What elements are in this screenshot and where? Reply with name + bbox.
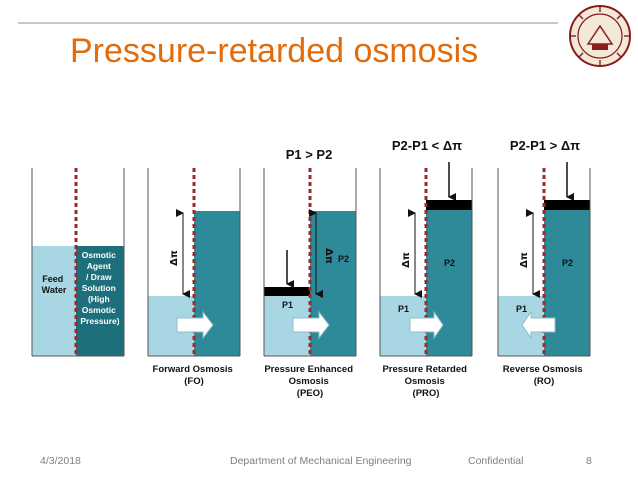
panel-3: P1 > P2 Δπ P1 P2 Pressure Enhanced Osmos… [263,147,357,399]
footer-date: 4/3/2018 [40,455,81,467]
draw-solution-fill [426,210,472,356]
title-rule [18,22,558,24]
university-seal-icon [569,5,631,67]
piston [264,287,310,296]
draw-solution-label: Osmotic Agent / Draw Solution (High Osmo… [80,250,119,326]
panel-4: P2-P1 < Δπ Δπ P1 P2 Pressure Retarded Os… [379,138,473,399]
delta-pi-label: Δπ [323,248,334,264]
condition-header: P1 > P2 [286,147,333,162]
draw-solution-fill [544,210,590,356]
piston [544,200,590,210]
panel-1: Feed Water Osmotic Agent / Draw Solution… [31,168,125,357]
piston [426,200,472,210]
panel-caption: Pressure Enhanced Osmosis (PEO) [264,364,355,399]
p2-label: P2 [444,258,455,268]
p1-label: P1 [398,304,409,314]
panel-caption: Pressure Retarded Osmosis (PRO) [382,364,469,399]
footer-page-number: 8 [586,455,592,467]
footer-confidential: Confidential [468,455,524,467]
panel-5: P2-P1 > Δπ Δπ P1 P2 Reverse Osmosis (RO) [497,138,591,387]
delta-pi-label: Δπ [169,250,180,266]
panel-caption: Forward Osmosis (FO) [153,364,236,387]
p1-label: P1 [516,304,527,314]
p2-label: P2 [562,258,573,268]
condition-header: P2-P1 > Δπ [510,138,580,153]
feed-water-fill [32,246,76,356]
p1-label: P1 [282,300,293,310]
condition-header: P2-P1 < Δπ [392,138,462,153]
flow-arrow-right [176,310,214,340]
p2-label: P2 [338,254,349,264]
draw-solution-fill [76,246,124,356]
delta-pi-label: Δπ [401,252,412,268]
panel-2: Δπ Forward Osmosis (FO) [147,168,241,387]
panel-caption: Reverse Osmosis (RO) [503,364,585,387]
flow-arrow-right [292,310,330,340]
flow-arrow-left [521,310,556,340]
feed-water-label: Feed Water [42,274,67,295]
draw-solution-fill [310,211,356,356]
flow-arrow-right [409,310,444,340]
slide-title: Pressure-retarded osmosis [70,32,479,70]
footer-department: Department of Mechanical Engineering [230,455,412,467]
delta-pi-label: Δπ [519,252,530,268]
draw-solution-fill [194,211,240,356]
